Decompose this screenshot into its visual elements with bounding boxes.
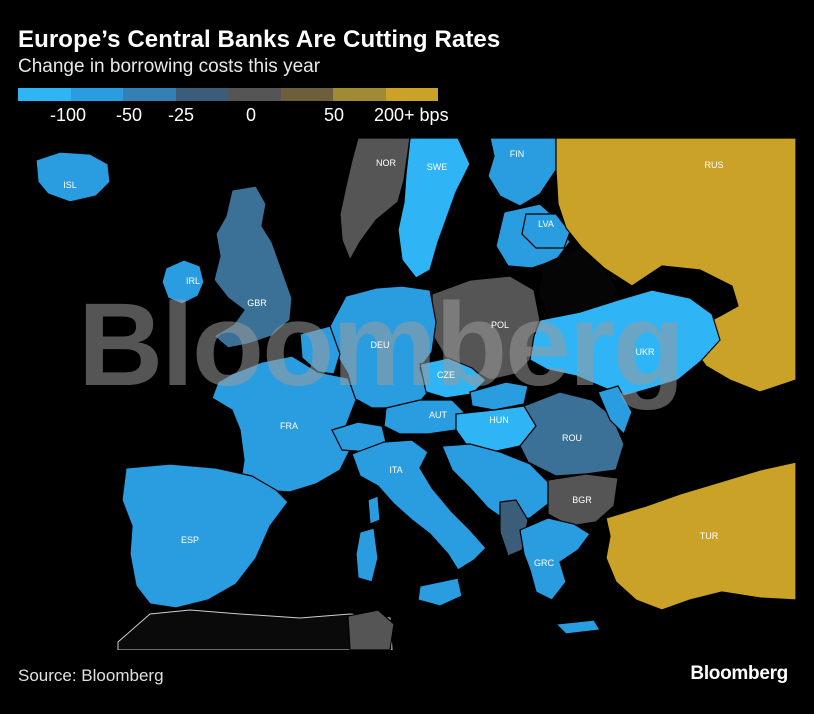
europe-map: Bloomberg ISL IRL GBR NOR SWE FIN LVA RUS POL DEU… [35,137,797,650]
country-shape-nor [339,137,411,262]
country-label-swe: SWE [427,162,448,172]
country-label-rou: ROU [562,433,582,443]
country-shape-bgr [547,473,619,527]
legend-color-bar [18,88,438,101]
country-shape-ukr [529,289,721,397]
country-shape-lva [521,213,571,249]
legend-label-1: -50 [116,105,143,125]
country-shape-tur [605,461,797,611]
country-label-gbr: GBR [247,298,267,308]
country-label-hun: HUN [489,415,509,425]
country-shape-mda [597,385,633,436]
legend-swatch-1 [70,88,123,101]
country-shape-mne-alb [499,499,529,557]
country-shape-crete [554,619,601,635]
country-label-fin: FIN [510,149,525,159]
country-shape-north-africa [117,609,393,650]
bloomberg-watermark: Bloomberg [78,279,683,411]
country-shape-balkans [441,443,549,523]
country-label-ukr: UKR [635,347,655,357]
legend-label-0: -100 [50,105,87,125]
country-shape-esp [121,463,289,609]
country-shape-ita [351,439,487,571]
legend-label-3: 0 [246,105,257,125]
country-shape-svk [469,381,529,411]
country-label-fra: FRA [280,421,298,431]
country-label-pol: POL [491,320,509,330]
country-shape-sicily [417,577,463,607]
country-label-esp: ESP [181,535,199,545]
country-shape-corsica [367,495,381,525]
country-label-rus: RUS [704,160,723,170]
country-shape-rus [555,137,797,393]
country-shape-sardinia [355,527,379,583]
country-shape-irl [161,259,205,305]
country-labels: ISL IRL GBR NOR SWE FIN LVA RUS POL DEU CZE UKR FRA A… [63,149,723,568]
country-label-irl: IRL [186,276,200,286]
country-label-deu: DEU [370,340,389,350]
country-shape-fra [211,355,357,493]
legend-label-2: -25 [168,105,195,125]
legend-swatch-5 [280,88,333,101]
country-shape-swe [397,137,471,279]
country-shape-pol [431,275,541,381]
legend-swatch-6 [333,88,386,101]
chart-subtitle: Change in borrowing costs this year [18,56,321,77]
country-shape-gbr [212,185,293,349]
legend-label-4: 50 [324,105,345,125]
legend-label-5: 200+ bps [374,105,449,125]
country-label-nor: NOR [376,158,397,168]
legend-swatch-2 [123,88,176,101]
country-label-lva: LVA [538,219,554,229]
country-shape-deu [329,285,437,409]
country-shape-tunisia [347,609,395,650]
bloomberg-logo: Bloomberg [690,663,788,684]
country-shape-cze [419,357,487,399]
country-label-tur: TUR [700,531,719,541]
source-note: Source: Bloomberg [18,666,164,685]
country-shape-benelux [299,325,341,375]
country-label-ita: ITA [389,465,402,475]
country-label-cze: CZE [437,370,455,380]
chart-title: Europe’s Central Banks Are Cutting Rates [18,26,501,53]
country-shape-isl [35,151,111,203]
legend-swatch-0 [18,88,71,101]
legend-swatch-4 [228,88,281,101]
country-label-aut: AUT [429,410,448,420]
country-label-grc: GRC [534,558,555,568]
legend-swatch-3 [175,88,228,101]
country-label-bgr: BGR [572,495,592,505]
country-shape-rou [519,391,625,477]
legend-swatch-7 [385,88,438,101]
country-label-isl: ISL [63,180,77,190]
country-shape-grc [519,517,591,601]
legend-labels: -100 -50 -25 0 50 200+ bps [18,105,478,129]
